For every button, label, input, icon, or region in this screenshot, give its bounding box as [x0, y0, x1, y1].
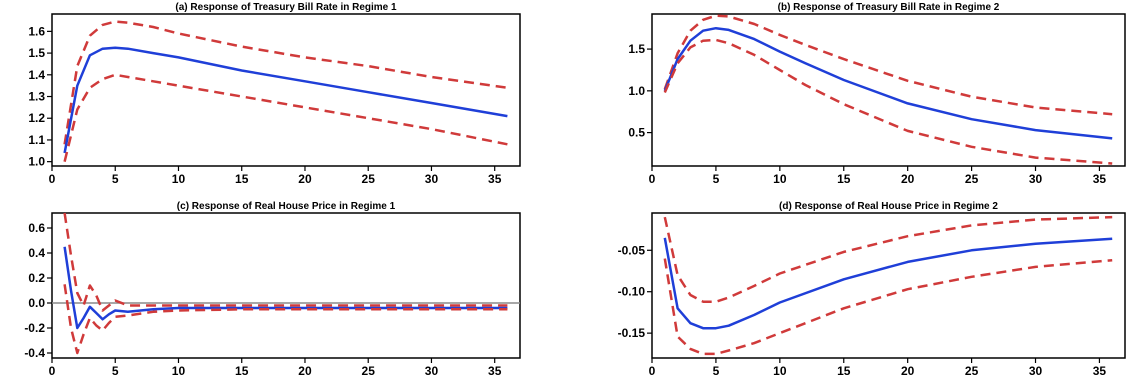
plot-frame	[651, 212, 1126, 359]
series-line-lower	[63, 284, 508, 355]
x-tick-label: 20	[298, 172, 312, 186]
panel-title: (d) Response of Real House Price in Regi…	[779, 201, 998, 212]
x-tick-label: 20	[901, 364, 915, 378]
series-line-estimate	[63, 246, 508, 330]
x-tick-label: 5	[112, 364, 119, 378]
series-line-lower	[663, 38, 1113, 165]
series-line-estimate	[663, 237, 1113, 330]
panel-title: (c) Response of Real House Price in Regi…	[177, 201, 396, 212]
y-tick-label: 1.5	[28, 46, 45, 60]
plot-frame	[651, 13, 1126, 167]
series-line-lower	[63, 73, 508, 162]
y-tick-label: 1.0	[628, 84, 645, 98]
panel-title: (a) Response of Treasury Bill Rate in Re…	[175, 2, 397, 13]
x-tick-label: 10	[773, 364, 787, 378]
x-tick-label: 25	[362, 172, 376, 186]
y-tick-label: 0.0	[28, 296, 45, 310]
series-line-upper	[63, 20, 508, 145]
y-tick-label: 0.4	[28, 246, 45, 260]
x-tick-label: 20	[901, 172, 915, 186]
x-tick-label: 30	[1029, 364, 1043, 378]
y-tick-label: 1.0	[28, 155, 45, 169]
series-line-upper	[63, 212, 508, 312]
y-tick-label: 0.5	[628, 126, 645, 140]
y-tick-label: -0.10	[618, 285, 646, 299]
series-line-lower	[663, 258, 1113, 356]
series-line-estimate	[63, 46, 508, 154]
x-tick-label: 25	[965, 172, 979, 186]
y-tick-label: 1.6	[28, 24, 45, 38]
x-tick-label: 30	[425, 172, 439, 186]
x-tick-label: 10	[172, 172, 186, 186]
y-tick-label: 1.2	[28, 111, 45, 125]
x-tick-label: 30	[1029, 172, 1043, 186]
plot-frame	[51, 212, 521, 359]
x-tick-label: 35	[1093, 172, 1107, 186]
x-tick-label: 5	[112, 172, 119, 186]
y-tick-label: -0.15	[618, 326, 646, 340]
series-line-upper	[663, 215, 1113, 303]
x-tick-label: 25	[965, 364, 979, 378]
x-tick-label: 35	[488, 364, 502, 378]
y-tick-label: -0.4	[24, 346, 45, 360]
chart-panel-4: (d) Response of Real House Price in Regi…	[618, 201, 1126, 378]
series-line-estimate	[663, 26, 1113, 140]
x-tick-label: 15	[837, 364, 851, 378]
y-tick-label: 1.3	[28, 90, 45, 104]
chart-panel-2: (b) Response of Treasury Bill Rate in Re…	[628, 2, 1126, 186]
x-tick-label: 15	[235, 172, 249, 186]
y-tick-label: 0.6	[28, 221, 45, 235]
x-tick-label: 0	[49, 172, 56, 186]
x-tick-label: 5	[713, 364, 720, 378]
y-tick-label: 1.5	[628, 42, 645, 56]
chart-panel-1: (a) Response of Treasury Bill Rate in Re…	[28, 2, 521, 186]
x-tick-label: 15	[837, 172, 851, 186]
y-tick-label: -0.2	[24, 321, 45, 335]
y-tick-label: 0.2	[28, 271, 45, 285]
x-tick-label: 25	[362, 364, 376, 378]
x-tick-label: 35	[1093, 364, 1107, 378]
x-tick-label: 10	[773, 172, 787, 186]
x-tick-label: 0	[649, 172, 656, 186]
plot-frame	[51, 13, 521, 167]
x-tick-label: 0	[649, 364, 656, 378]
y-tick-label: -0.05	[618, 243, 646, 257]
x-tick-label: 30	[425, 364, 439, 378]
y-tick-label: 1.1	[28, 133, 45, 147]
x-tick-label: 5	[713, 172, 720, 186]
panel-title: (b) Response of Treasury Bill Rate in Re…	[778, 2, 1000, 13]
x-tick-label: 20	[298, 364, 312, 378]
x-tick-label: 0	[49, 364, 56, 378]
y-tick-label: 1.4	[28, 68, 45, 82]
series-line-upper	[663, 14, 1113, 116]
x-tick-label: 10	[172, 364, 186, 378]
x-tick-label: 15	[235, 364, 249, 378]
x-tick-label: 35	[488, 172, 502, 186]
chart-panel-3: (c) Response of Real House Price in Regi…	[24, 201, 521, 378]
